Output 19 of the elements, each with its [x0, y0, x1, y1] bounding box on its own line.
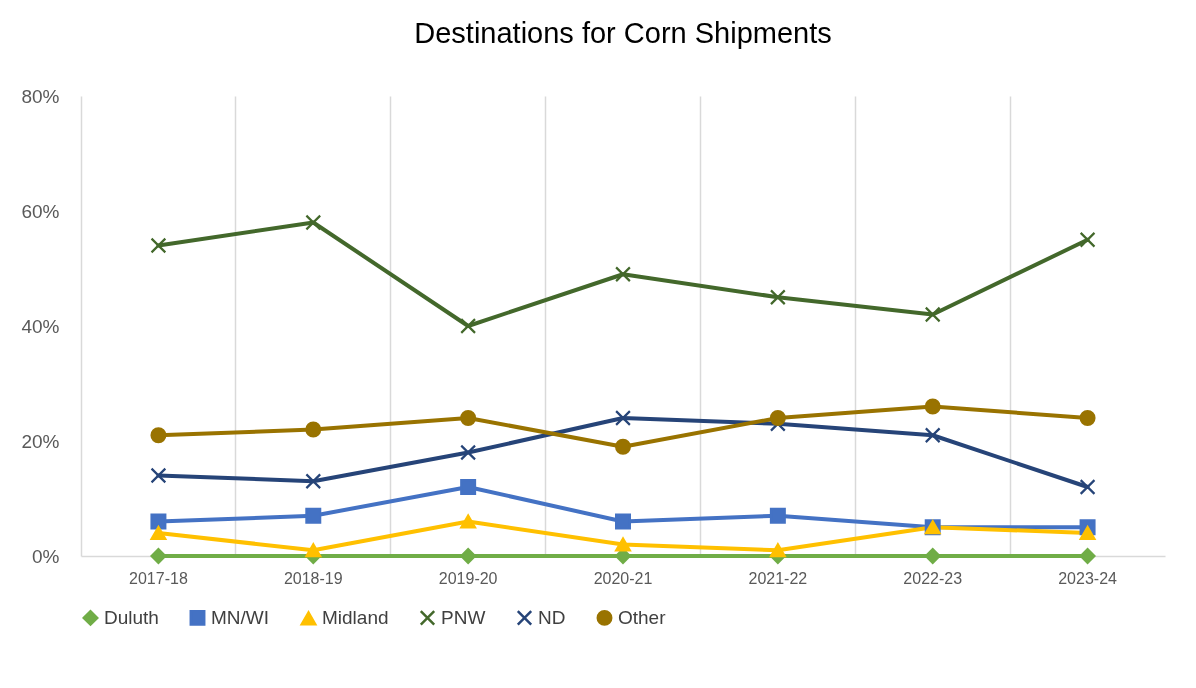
y-tick-label: 40% [21, 315, 60, 337]
legend-label: ND [538, 606, 566, 628]
legend-label: Other [618, 606, 667, 628]
legend-label: MN/WI [211, 606, 270, 628]
x-tick-label: 2020-21 [593, 569, 653, 587]
legend-label: PNW [441, 606, 486, 628]
y-tick-label: 0% [32, 545, 60, 567]
x-tick-label: 2019-20 [438, 569, 498, 587]
x-tick-label: 2018-19 [283, 569, 343, 587]
chart-title: Destinations for Corn Shipments [414, 17, 832, 49]
legend-label: Midland [322, 607, 389, 629]
y-tick-label: 20% [21, 430, 60, 452]
y-tick-label: 80% [21, 85, 60, 107]
legend-label: Duluth [104, 606, 159, 628]
x-tick-label: 2023-24 [1058, 569, 1118, 587]
x-tick-label: 2022-23 [903, 569, 963, 587]
x-tick-label: 2021-22 [748, 569, 808, 587]
y-tick-label: 60% [21, 200, 60, 222]
x-tick-label: 2017-18 [129, 569, 188, 587]
